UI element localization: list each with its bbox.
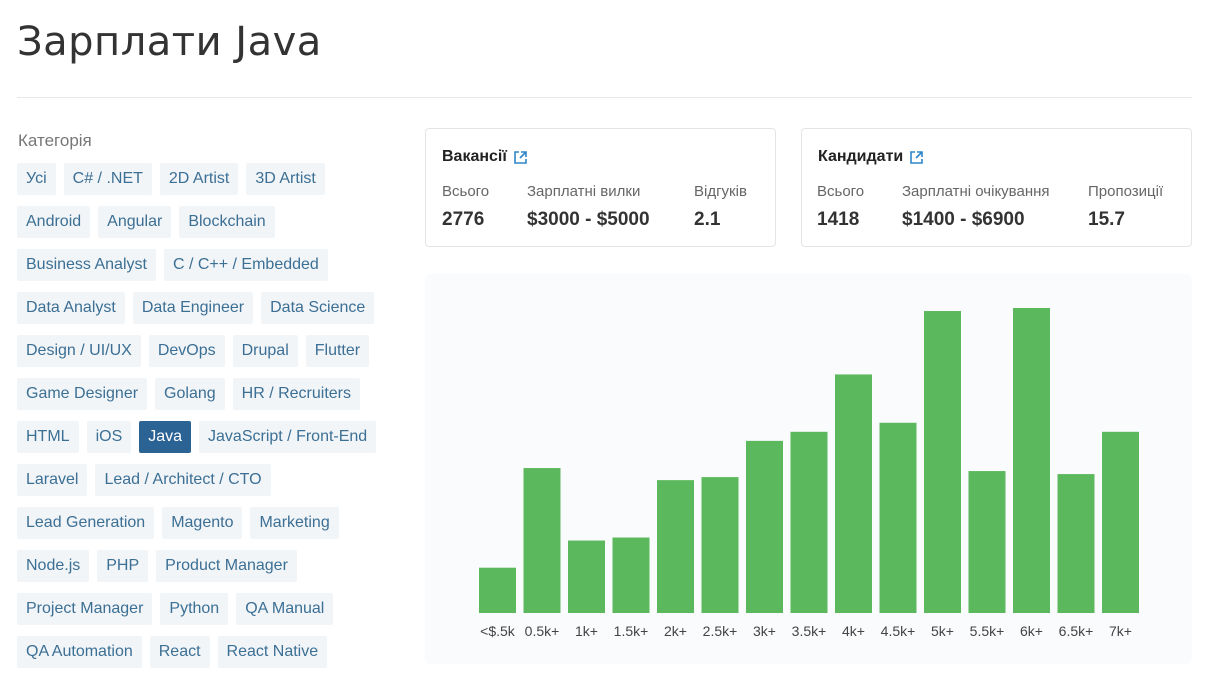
histogram-bar-9[interactable] <box>879 422 917 613</box>
x-tick-label: 7k+ <box>1109 623 1132 639</box>
category-tag-devops[interactable]: DevOps <box>148 335 225 367</box>
x-tick-label: 1k+ <box>575 623 598 639</box>
x-tick-label: 3.5k+ <box>792 623 827 639</box>
candidates-salary-expectations: Зарплатні очікування $1400 - $6900 <box>902 183 1050 231</box>
category-tag-qa-automation[interactable]: QA Automation <box>17 636 142 668</box>
x-tick-label: 6k+ <box>1020 623 1043 639</box>
x-tick-label: 4.5k+ <box>881 623 916 639</box>
category-tag-data-science[interactable]: Data Science <box>261 292 375 324</box>
histogram-bar-6[interactable] <box>746 440 783 613</box>
category-tag-list: Усі C# / .NET 2D Artist 3D Artist Android Ang… <box>17 163 407 679</box>
external-link-icon[interactable] <box>513 150 528 165</box>
salary-histogram: <$.5k 0.5k+ 1k+ 1.5k+ 2k+ 2.5k+ 3k+ 3.5k+ 4k+ 4.5… <box>479 308 1139 639</box>
category-tag-node-js[interactable]: Node.js <box>17 550 90 582</box>
category-tag-marketing[interactable]: Marketing <box>250 507 339 539</box>
category-tag-2d-artist[interactable]: 2D Artist <box>159 163 239 195</box>
category-tag-laravel[interactable]: Laravel <box>17 464 88 496</box>
histogram-bar-11[interactable] <box>968 471 1006 613</box>
title-divider <box>17 97 1192 98</box>
category-tag-усі[interactable]: Усі <box>17 163 56 195</box>
category-tag-data-analyst[interactable]: Data Analyst <box>17 292 125 324</box>
stat-value: $1400 - $6900 <box>902 209 1025 230</box>
histogram-bar-14[interactable] <box>1102 431 1139 613</box>
stat-label: Всього <box>442 183 490 200</box>
stat-value: 2.1 <box>694 209 721 230</box>
category-tag-javascript-front-end[interactable]: JavaScript / Front-End <box>199 421 377 453</box>
category-tag-3d-artist[interactable]: 3D Artist <box>246 163 325 195</box>
histogram-bar-1[interactable] <box>523 468 561 613</box>
category-tag-business-analyst[interactable]: Business Analyst <box>17 249 156 281</box>
candidates-total: Всього 1418 <box>817 183 864 231</box>
vacancies-salary-range: Зарплатні вилки $3000 - $5000 <box>527 183 650 231</box>
candidates-card: Кандидати Всього 1418 Зарплатні очікуван… <box>801 128 1192 247</box>
x-tick-label: 2k+ <box>664 623 687 639</box>
category-tag-java[interactable]: Java <box>139 421 192 453</box>
x-tick-label: 6.5k+ <box>1059 623 1094 639</box>
histogram-bar-8[interactable] <box>835 374 872 613</box>
category-tag-qa-manual[interactable]: QA Manual <box>236 593 334 625</box>
x-tick-label: 5k+ <box>931 623 954 639</box>
category-tag-data-engineer[interactable]: Data Engineer <box>132 292 254 324</box>
stat-value: $3000 - $5000 <box>527 209 650 230</box>
stat-label: Зарплатні вилки <box>527 183 641 200</box>
x-tick-label: 0.5k+ <box>525 623 560 639</box>
category-tag-magento[interactable]: Magento <box>162 507 243 539</box>
stat-label: Всього <box>817 183 865 200</box>
candidates-title[interactable]: Кандидати <box>818 148 904 165</box>
x-tick-label: 5.5k+ <box>970 623 1005 639</box>
stat-label: Зарплатні очікування <box>902 183 1050 200</box>
category-tag-ios[interactable]: iOS <box>86 421 132 453</box>
histogram-bar-12[interactable] <box>1013 308 1050 613</box>
category-tag-golang[interactable]: Golang <box>155 378 225 410</box>
histogram-bar-4[interactable] <box>657 480 694 613</box>
vacancies-title[interactable]: Вакансії <box>442 148 507 165</box>
category-tag-drupal[interactable]: Drupal <box>232 335 298 367</box>
category-tag-design-ui-ux[interactable]: Design / UI/UX <box>17 335 141 367</box>
salary-histogram-panel: <$.5k 0.5k+ 1k+ 1.5k+ 2k+ 2.5k+ 3k+ 3.5k+ 4k+ 4.5… <box>425 274 1192 664</box>
category-tag-blockchain[interactable]: Blockchain <box>179 206 275 238</box>
page-title: Зарплати Java <box>17 19 322 65</box>
category-tag-c-c-embedded[interactable]: C / C++ / Embedded <box>163 249 328 281</box>
vacancies-card: Вакансії Всього 2776 Зарплатні вилки $30… <box>425 128 776 247</box>
category-tag-react[interactable]: React <box>149 636 210 668</box>
category-tag-lead-architect-cto[interactable]: Lead / Architect / CTO <box>95 464 271 496</box>
stat-label: Відгуків <box>694 183 747 200</box>
candidates-header[interactable]: Кандидати <box>818 148 924 166</box>
x-tick-label: 3k+ <box>753 623 776 639</box>
histogram-bar-13[interactable] <box>1057 474 1095 613</box>
histogram-bar-2[interactable] <box>568 540 605 613</box>
category-label: Категорія <box>18 131 92 150</box>
vacancies-total: Всього 2776 <box>442 183 489 231</box>
external-link-icon[interactable] <box>909 150 924 165</box>
category-tag-python[interactable]: Python <box>160 593 229 625</box>
category-tag-hr-recruiters[interactable]: HR / Recruiters <box>232 378 360 410</box>
x-tick-label: 4k+ <box>842 623 865 639</box>
category-tag-lead-generation[interactable]: Lead Generation <box>17 507 155 539</box>
x-tick-label: 2.5k+ <box>703 623 738 639</box>
vacancies-header[interactable]: Вакансії <box>442 148 528 166</box>
histogram-bar-10[interactable] <box>924 311 961 613</box>
histogram-bar-3[interactable] <box>612 537 650 613</box>
candidates-offers: Пропозиції 15.7 <box>1088 183 1163 231</box>
category-tag-flutter[interactable]: Flutter <box>305 335 370 367</box>
category-tag-android[interactable]: Android <box>17 206 91 238</box>
x-tick-label: <$.5k <box>480 623 516 639</box>
stat-value: 2776 <box>442 209 485 230</box>
category-tag-angular[interactable]: Angular <box>98 206 172 238</box>
histogram-bar-0[interactable] <box>479 567 516 613</box>
stat-label: Пропозиції <box>1088 183 1164 200</box>
category-tag-php[interactable]: PHP <box>97 550 149 582</box>
category-tag-html[interactable]: HTML <box>17 421 79 453</box>
x-tick-label: 1.5k+ <box>614 623 649 639</box>
stat-value: 1418 <box>817 209 860 230</box>
stat-value: 15.7 <box>1088 209 1125 230</box>
histogram-bar-7[interactable] <box>790 431 828 613</box>
vacancies-responses: Відгуків 2.1 <box>694 183 747 231</box>
category-tag-product-manager[interactable]: Product Manager <box>156 550 297 582</box>
category-tag-game-designer[interactable]: Game Designer <box>17 378 148 410</box>
histogram-bar-5[interactable] <box>701 477 739 613</box>
category-tag-project-manager[interactable]: Project Manager <box>17 593 153 625</box>
category-tag-react-native[interactable]: React Native <box>217 636 328 668</box>
category-tag-c-net[interactable]: C# / .NET <box>63 163 152 195</box>
